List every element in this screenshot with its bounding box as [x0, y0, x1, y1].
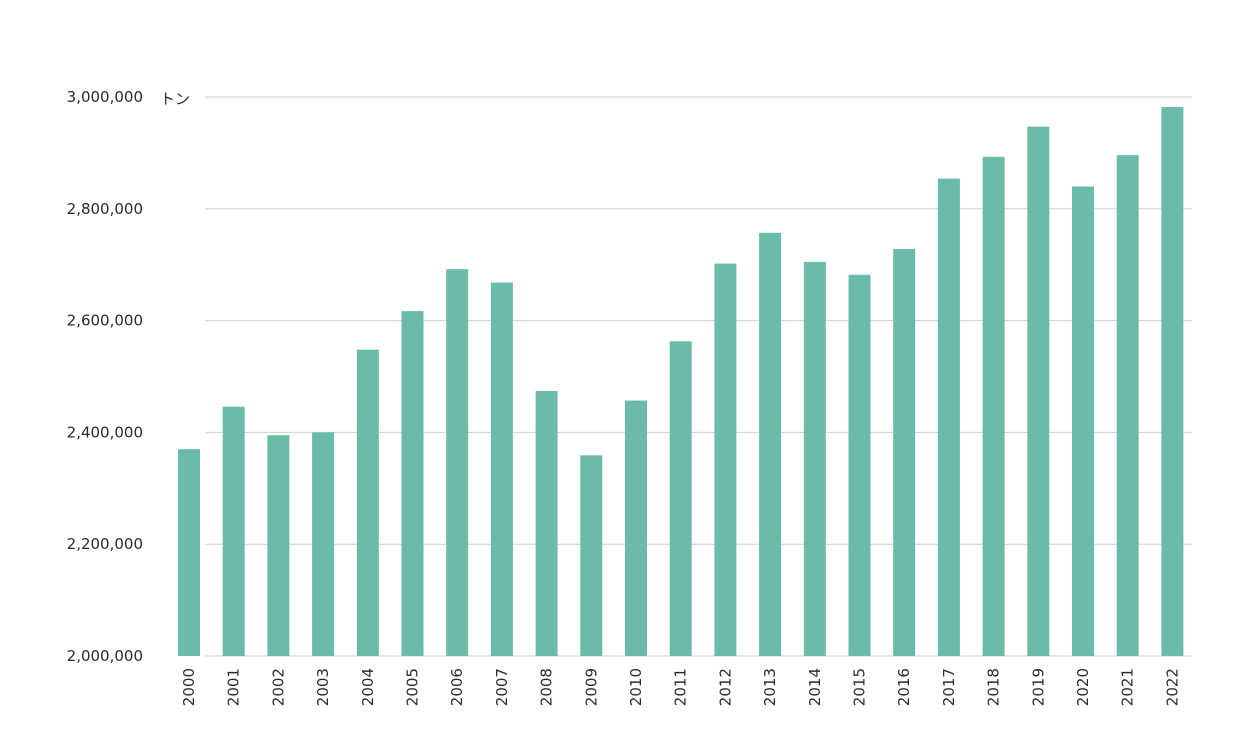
x-tick-label: 2005	[404, 668, 422, 706]
y-tick-label: 3,000,000	[67, 88, 143, 106]
x-tick-label: 2009	[582, 668, 600, 706]
x-tick-label: 2000	[180, 668, 198, 706]
bar-2017	[937, 178, 960, 656]
bar-2012	[714, 263, 737, 656]
bar-2003	[312, 432, 335, 656]
bar-2009	[580, 455, 603, 656]
bar-2004	[356, 349, 379, 656]
bar-2020	[1072, 186, 1094, 656]
bar-2011	[669, 341, 692, 656]
x-tick-label: 2001	[225, 668, 243, 706]
x-tick-label: 2019	[1029, 668, 1047, 706]
x-tick-label: 2003	[314, 668, 332, 706]
bar-2022	[1161, 107, 1184, 656]
x-tick-label: 2020	[1074, 668, 1092, 706]
x-tick-label: 2018	[985, 668, 1003, 706]
x-tick-label: 2016	[895, 668, 913, 706]
bar-2010	[625, 400, 647, 656]
y-tick-label: 2,400,000	[67, 423, 143, 441]
bar-2000	[178, 449, 200, 656]
x-tick-label: 2021	[1119, 668, 1137, 706]
bar-2002	[267, 435, 290, 656]
y-tick-label: 2,800,000	[67, 200, 143, 218]
y-tick-label: 2,600,000	[67, 312, 143, 330]
y-axis-tick-labels: 2,000,000 2,200,000 2,400,000 2,600,000 2,80…	[67, 88, 143, 665]
bars	[178, 107, 1184, 657]
x-tick-label: 2011	[672, 668, 690, 706]
x-tick-label: 2015	[851, 668, 869, 706]
x-tick-label: 2013	[761, 668, 779, 706]
bar-2019	[1027, 126, 1050, 656]
x-tick-label: 2012	[716, 668, 734, 706]
bar-2016	[893, 249, 916, 656]
bar-2005	[401, 311, 424, 656]
y-axis-unit-label: トン	[160, 90, 190, 108]
x-tick-label: 2007	[493, 668, 511, 706]
x-tick-label: 2002	[269, 668, 287, 706]
x-tick-label: 2008	[538, 668, 556, 706]
bar-2013	[759, 232, 782, 656]
bar-2015	[848, 274, 871, 656]
bar-2018	[982, 156, 1005, 657]
x-tick-label: 2004	[359, 668, 377, 706]
x-tick-label: 2022	[1163, 668, 1181, 706]
x-tick-label: 2017	[940, 668, 958, 706]
y-tick-label: 2,200,000	[67, 535, 143, 553]
y-tick-label: 2,000,000	[67, 647, 143, 665]
bar-2007	[490, 282, 513, 656]
bar-2021	[1116, 155, 1139, 657]
x-tick-label: 2006	[448, 668, 466, 706]
bar-2001	[222, 406, 245, 656]
x-tick-label: 2014	[806, 668, 824, 706]
bar-2014	[803, 261, 826, 656]
x-axis-tick-labels: 2000 2001 2002 2003 2004 2005 2006 2007 2008 2009…	[180, 668, 1181, 706]
bar-2008	[535, 391, 558, 656]
bar-2006	[446, 269, 469, 656]
x-tick-label: 2010	[627, 668, 645, 706]
